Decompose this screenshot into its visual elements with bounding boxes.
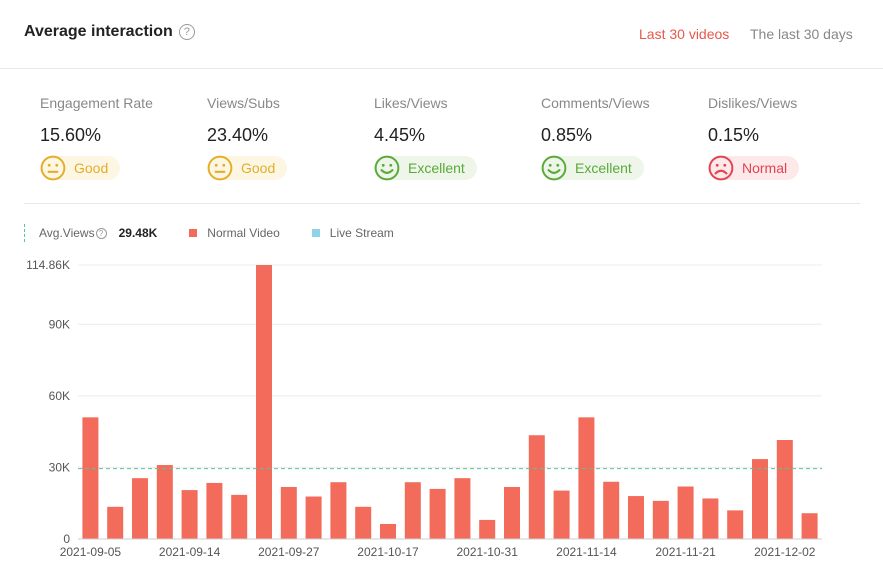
metric-label: Views/Subs bbox=[207, 95, 280, 111]
avg-views-value: 29.48K bbox=[118, 226, 158, 240]
live-stream-swatch bbox=[311, 229, 320, 237]
metric-2: Likes/Views 4.45% Excellent bbox=[374, 95, 534, 186]
rating-label: Good bbox=[74, 160, 109, 176]
rating-badge: Excellent bbox=[541, 155, 644, 181]
bar[interactable] bbox=[652, 500, 669, 539]
metric-label: Engagement Rate bbox=[40, 95, 153, 111]
bar[interactable] bbox=[280, 486, 297, 539]
rating-badge: Excellent bbox=[374, 155, 477, 181]
bar[interactable] bbox=[181, 490, 198, 539]
bar[interactable] bbox=[256, 265, 272, 539]
metric-0: Engagement Rate 15.60% Good bbox=[40, 95, 200, 186]
bar[interactable] bbox=[776, 440, 793, 539]
y-tick-label: 60K bbox=[49, 389, 70, 403]
tab-last-30-videos[interactable]: Last 30 videos bbox=[639, 26, 730, 42]
bar[interactable] bbox=[454, 478, 471, 539]
rating-badge: Normal bbox=[708, 155, 800, 181]
x-tick-label: 2021-11-14 bbox=[556, 545, 617, 559]
bar[interactable] bbox=[528, 435, 545, 539]
card-title-text: Average interaction bbox=[24, 23, 173, 40]
bar[interactable] bbox=[380, 523, 396, 539]
rating-label: Good bbox=[241, 160, 276, 176]
metric-value: 4.45% bbox=[374, 125, 426, 145]
x-tick-label: 2021-09-27 bbox=[258, 545, 320, 559]
avg-views-label: Avg.Views bbox=[39, 226, 95, 240]
rating-label: Excellent bbox=[408, 160, 465, 176]
y-tick-label: 30K bbox=[49, 460, 70, 474]
x-tick-label: 2021-10-31 bbox=[457, 545, 519, 559]
good-face-icon bbox=[40, 155, 66, 181]
bar[interactable] bbox=[132, 478, 148, 539]
good-face-icon bbox=[207, 155, 233, 181]
card-header: Average interaction ? Last 30 videos The… bbox=[0, 0, 883, 69]
legend-normal-video[interactable]: Normal Video bbox=[207, 226, 280, 240]
tab-last-30-days[interactable]: The last 30 days bbox=[750, 26, 853, 42]
normal-video-swatch bbox=[189, 229, 198, 237]
bar[interactable] bbox=[305, 496, 322, 539]
rating-label: Normal bbox=[742, 160, 788, 176]
metric-value: 15.60% bbox=[40, 125, 102, 145]
bar[interactable] bbox=[107, 506, 124, 539]
metric-1: Views/Subs 23.40% Good bbox=[207, 95, 367, 186]
bar[interactable] bbox=[479, 519, 496, 539]
x-tick-label: 2021-12-02 bbox=[754, 545, 816, 559]
card-title: Average interaction ? bbox=[24, 23, 195, 41]
bar[interactable] bbox=[206, 482, 223, 539]
bar[interactable] bbox=[404, 482, 421, 539]
bar[interactable] bbox=[429, 488, 446, 539]
metric-label: Comments/Views bbox=[541, 95, 650, 111]
y-tick-label: 0 bbox=[63, 532, 70, 546]
bar[interactable] bbox=[578, 417, 595, 539]
bar[interactable] bbox=[677, 486, 694, 539]
avg-line-legend-marker bbox=[24, 224, 25, 242]
excellent-face-icon bbox=[374, 155, 400, 181]
x-tick-label: 2021-10-17 bbox=[357, 545, 419, 559]
excellent-face-icon bbox=[541, 155, 567, 181]
bar[interactable] bbox=[330, 482, 347, 539]
bar[interactable] bbox=[231, 494, 248, 539]
rating-badge: Good bbox=[40, 155, 121, 181]
bar[interactable] bbox=[752, 459, 768, 539]
bar[interactable] bbox=[504, 486, 520, 539]
chart-legend: Avg.Views ? 29.48K Normal Video Live Str… bbox=[24, 224, 394, 242]
metric-value: 0.85% bbox=[541, 125, 593, 145]
x-tick-label: 2021-09-14 bbox=[159, 545, 221, 559]
avg-views-help-icon[interactable]: ? bbox=[95, 227, 107, 239]
x-tick-label: 2021-09-05 bbox=[60, 545, 122, 559]
divider bbox=[24, 203, 860, 204]
bar[interactable] bbox=[156, 465, 173, 539]
bar[interactable] bbox=[355, 506, 372, 539]
metric-label: Likes/Views bbox=[374, 95, 448, 111]
rating-badge: Good bbox=[207, 155, 288, 181]
y-tick-label: 90K bbox=[49, 317, 70, 331]
metric-3: Comments/Views 0.85% Excellent bbox=[541, 95, 701, 186]
bar[interactable] bbox=[727, 510, 744, 539]
metric-4: Dislikes/Views 0.15% Normal bbox=[708, 95, 868, 186]
x-tick-label: 2021-11-21 bbox=[655, 545, 716, 559]
bar[interactable] bbox=[702, 498, 719, 539]
metric-value: 23.40% bbox=[207, 125, 269, 145]
metric-value: 0.15% bbox=[708, 125, 760, 145]
help-icon[interactable]: ? bbox=[178, 24, 195, 40]
bar[interactable] bbox=[628, 496, 644, 539]
bar-chart: 0 30K 60K 90K 114.86K 2021-09-05 2021-09-14 202… bbox=[26, 258, 822, 559]
metric-label: Dislikes/Views bbox=[708, 95, 798, 111]
bar[interactable] bbox=[553, 490, 570, 539]
y-tick-label: 114.86K bbox=[26, 258, 70, 272]
bar[interactable] bbox=[603, 481, 620, 539]
normal-face-icon bbox=[708, 155, 734, 181]
bar[interactable] bbox=[82, 417, 99, 539]
rating-label: Excellent bbox=[575, 160, 632, 176]
legend-live-stream[interactable]: Live Stream bbox=[329, 226, 394, 240]
bar[interactable] bbox=[801, 513, 818, 539]
